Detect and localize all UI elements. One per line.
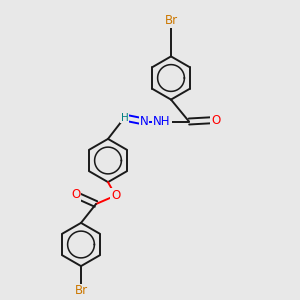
Text: O: O (111, 189, 120, 202)
Text: H: H (121, 112, 128, 123)
Text: Br: Br (164, 14, 178, 28)
Text: O: O (71, 188, 80, 202)
Text: Br: Br (74, 284, 88, 298)
Text: N: N (140, 115, 148, 128)
Text: O: O (212, 113, 220, 127)
Text: NH: NH (153, 115, 171, 128)
